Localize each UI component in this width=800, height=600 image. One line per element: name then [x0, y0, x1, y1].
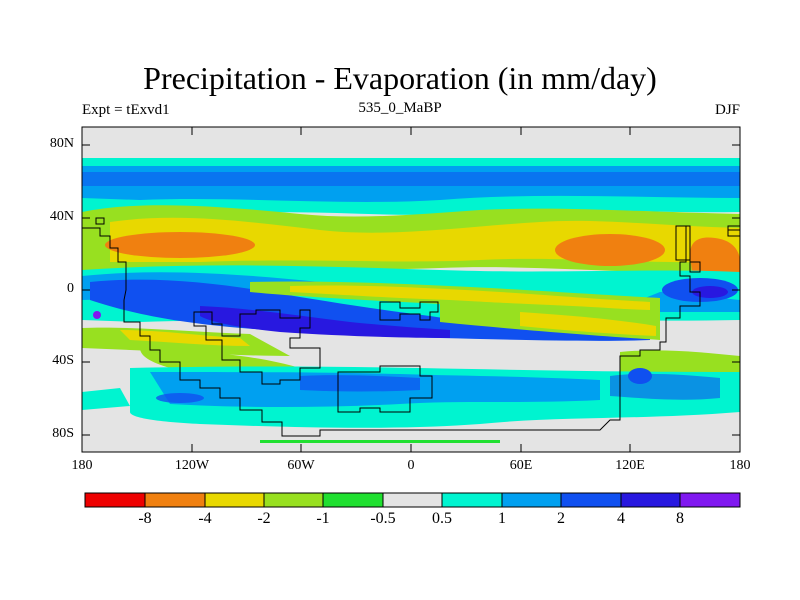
- lat-label: 40S: [52, 353, 74, 368]
- coastline-outlines: [82, 217, 740, 437]
- lat-label: 40N: [49, 209, 74, 224]
- colorbar-swatch: [263, 492, 324, 508]
- precip-evap-field: [82, 158, 740, 446]
- lon-label: 60W: [287, 458, 315, 473]
- colorbar-label: -4: [198, 510, 212, 527]
- colorbar-swatch: [204, 492, 265, 508]
- lat-label: 80N: [49, 136, 74, 151]
- colorbar-label: -1: [316, 510, 330, 527]
- lon-label: 180: [71, 458, 93, 473]
- map-frame: [81, 126, 741, 453]
- colorbar-label: 1: [498, 510, 506, 527]
- colorbar-label: -8: [138, 510, 152, 527]
- colorbar-swatch: [382, 492, 443, 508]
- colorbar-swatch: [679, 492, 741, 508]
- colorbar-swatch: [560, 492, 622, 508]
- colorbar-label: 8: [676, 510, 684, 527]
- colorbar-label: 4: [617, 510, 625, 527]
- colorbar: [84, 492, 741, 508]
- lon-label: 60E: [509, 458, 533, 473]
- season-label: DJF: [714, 102, 740, 118]
- map-title: Precipitation - Evaporation (in mm/day): [143, 60, 657, 96]
- lon-label: 120E: [615, 458, 645, 473]
- age-label: 535_0_MaBP: [358, 100, 442, 116]
- colorbar-label: -0.5: [370, 510, 396, 527]
- colorbar-swatch: [84, 492, 146, 508]
- lon-label: 0: [407, 458, 415, 473]
- lat-label: 0: [67, 281, 74, 296]
- colorbar-label: 2: [557, 510, 565, 527]
- colorbar-swatch: [322, 492, 384, 508]
- experiment-label: Expt = tExvd1: [82, 102, 170, 118]
- lat-label: 80S: [52, 426, 74, 441]
- colorbar-label: -2: [257, 510, 271, 527]
- colorbar-swatch: [620, 492, 681, 508]
- colorbar-swatch: [144, 492, 206, 508]
- colorbar-swatch: [501, 492, 562, 508]
- lon-label: 120W: [174, 458, 210, 473]
- lon-label: 180: [729, 458, 751, 473]
- colorbar-label: 0.5: [432, 510, 452, 527]
- colorbar-swatch: [441, 492, 503, 508]
